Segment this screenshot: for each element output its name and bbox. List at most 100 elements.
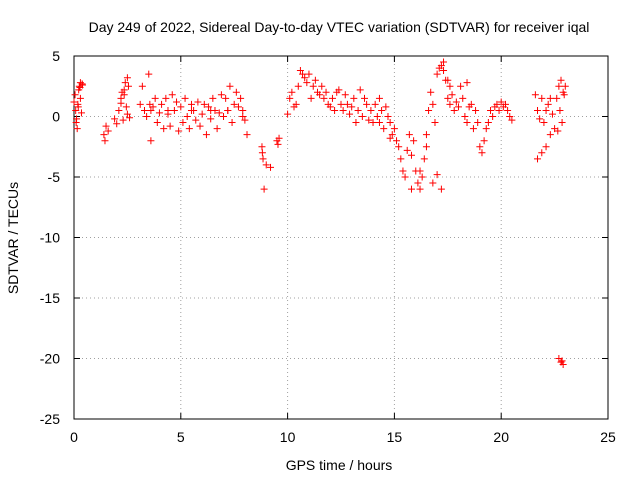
data-point [122,103,130,111]
data-point [448,91,456,99]
y-tick-label: -10 [40,230,60,246]
data-point [296,67,304,75]
data-point [482,125,490,133]
y-axis-title: SDTVAR / TECUs [5,182,21,294]
data-point [346,110,354,118]
data-point [143,113,151,120]
data-point [232,88,240,96]
data-point [187,100,195,108]
data-point [77,109,85,117]
data-point [234,103,242,111]
data-point [140,106,148,114]
data-point [553,94,561,102]
data-point [378,106,386,114]
data-point [222,94,230,102]
data-point [337,100,345,108]
data-point [275,134,283,142]
data-point [207,115,215,123]
data-point [469,125,477,133]
data-point [360,94,368,102]
data-point [104,127,112,135]
data-point [147,137,155,145]
data-point [367,106,375,114]
data-point [113,120,121,128]
data-point [405,131,413,139]
data-point [120,86,128,94]
data-point [557,76,565,84]
data-point [305,70,313,78]
data-point [444,76,452,84]
data-point [555,82,563,90]
data-point [534,155,542,163]
data-point [343,100,351,108]
data-point [121,79,129,87]
data-point [416,185,424,193]
data-point [119,116,127,124]
data-point [399,167,407,175]
data-point [457,82,465,90]
data-point [558,357,566,365]
data-point [508,116,516,124]
data-point [311,76,319,84]
data-point [554,127,562,135]
data-point [166,122,174,130]
data-point [151,94,159,102]
data-point [352,119,360,127]
y-tick-label: -25 [40,411,60,427]
data-point [241,116,249,124]
data-point [213,125,221,133]
data-point [149,103,157,111]
data-point [559,361,567,369]
data-point [371,100,379,108]
data-point [386,119,394,127]
data-point [431,119,439,127]
chart-title: Day 249 of 2022, Sidereal Day-to-day VTE… [89,19,590,35]
x-tick-labels: 0 5 10 15 20 25 [70,429,616,445]
data-point [175,127,183,135]
data-point [145,70,153,78]
data-point [546,131,554,139]
data-point [322,88,330,96]
data-point [307,94,315,102]
data-point [194,98,202,106]
data-point [459,94,467,102]
data-point [71,91,79,99]
data-point [284,110,292,118]
data-point [123,110,131,118]
data-point [467,100,475,108]
data-point [318,82,326,90]
data-point [388,131,396,139]
data-point [472,106,480,114]
data-point [384,113,392,120]
data-point [198,110,206,118]
data-points [70,58,569,369]
data-point [138,82,146,90]
data-point [416,167,424,175]
data-point [437,62,445,70]
data-point [542,143,550,151]
data-point [202,131,210,139]
data-point [390,125,398,133]
data-point [493,100,501,108]
x-tick-label: 15 [387,429,403,445]
data-point [173,98,181,106]
data-point [239,106,247,114]
data-point [215,109,223,117]
data-point [100,131,108,139]
data-point [239,113,247,120]
data-point [446,100,454,108]
data-point [429,179,437,187]
data-point [365,116,373,124]
data-point [440,58,448,66]
data-point [363,100,371,108]
data-point [309,82,317,90]
data-point [375,119,383,127]
data-point [480,137,488,145]
data-point [538,94,546,102]
data-point [484,119,492,127]
data-point [463,79,471,87]
data-point [147,106,155,114]
data-point [262,161,270,169]
data-point [540,119,548,127]
